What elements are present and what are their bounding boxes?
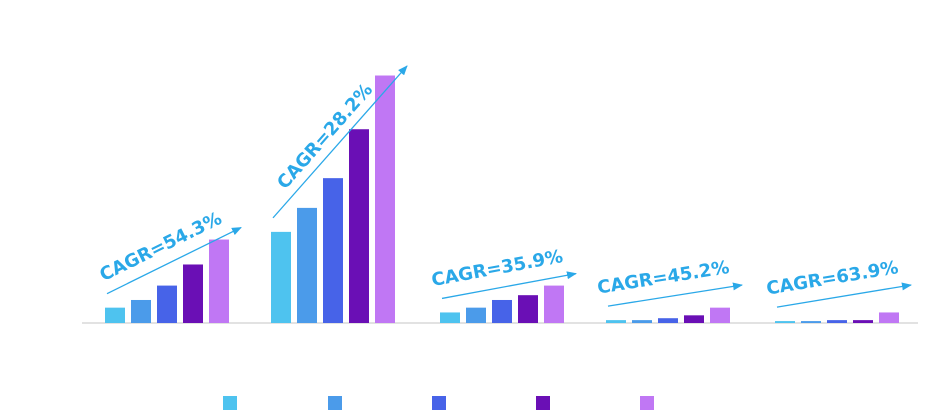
bar-g4-s2 — [632, 320, 652, 323]
legend-swatch-1 — [223, 396, 237, 410]
legend-item-2 — [328, 396, 342, 410]
bar-g3-s1 — [440, 312, 460, 323]
bar-g3-s3 — [492, 299, 512, 323]
cagr-label-5: CAGR=63.9% — [765, 257, 900, 299]
bar-g1-s5 — [209, 239, 229, 323]
bar-g5-s3 — [827, 320, 847, 323]
cagr-arrow-5 — [776, 282, 912, 308]
legend-item-5 — [640, 396, 654, 410]
cagr-label-1: CAGR=54.3% — [96, 208, 225, 286]
bar-chart-plot: CAGR=54.3%CAGR=28.2%CAGR=35.9% CAGR=45.2%… — [82, 65, 918, 324]
bar-g4-s3 — [658, 318, 678, 323]
bar-g1-s2 — [131, 299, 151, 323]
cagr-arrow-3 — [441, 271, 577, 300]
bar-g1-s1 — [105, 307, 125, 323]
cagr-label-4: CAGR=45.2% — [596, 257, 731, 299]
bar-g4-s1 — [606, 320, 626, 323]
legend-swatch-2 — [328, 396, 342, 410]
bar-g5-s2 — [801, 321, 821, 323]
bar-g4-s5 — [710, 307, 730, 323]
bar-g1-s4 — [183, 264, 203, 323]
legend-swatch-4 — [536, 396, 550, 410]
bar-g3-s2 — [466, 307, 486, 323]
bar-g5-s1 — [775, 321, 795, 323]
bar-g4-s4 — [684, 315, 704, 323]
bar-g3-s4 — [518, 295, 538, 323]
bar-g3-s5 — [544, 285, 564, 323]
bar-g5-s5 — [879, 312, 899, 323]
legend-item-1 — [223, 396, 237, 410]
bar-g2-s1 — [271, 231, 291, 323]
bar-g5-s4 — [853, 320, 873, 323]
bar-g2-s2 — [297, 207, 317, 323]
cagr-label-3: CAGR=35.9% — [430, 246, 565, 291]
bar-g2-s4 — [349, 129, 369, 323]
legend — [0, 396, 930, 414]
legend-swatch-3 — [432, 396, 446, 410]
legend-item-3 — [432, 396, 446, 410]
bar-g2-s5 — [375, 75, 395, 323]
legend-item-4 — [536, 396, 550, 410]
cagr-arrow-4 — [607, 282, 743, 307]
cagr-arrow-2 — [272, 65, 408, 219]
legend-swatch-5 — [640, 396, 654, 410]
cagr-arrow-1 — [106, 226, 242, 295]
bar-g2-s3 — [323, 178, 343, 323]
bar-g1-s3 — [157, 285, 177, 323]
